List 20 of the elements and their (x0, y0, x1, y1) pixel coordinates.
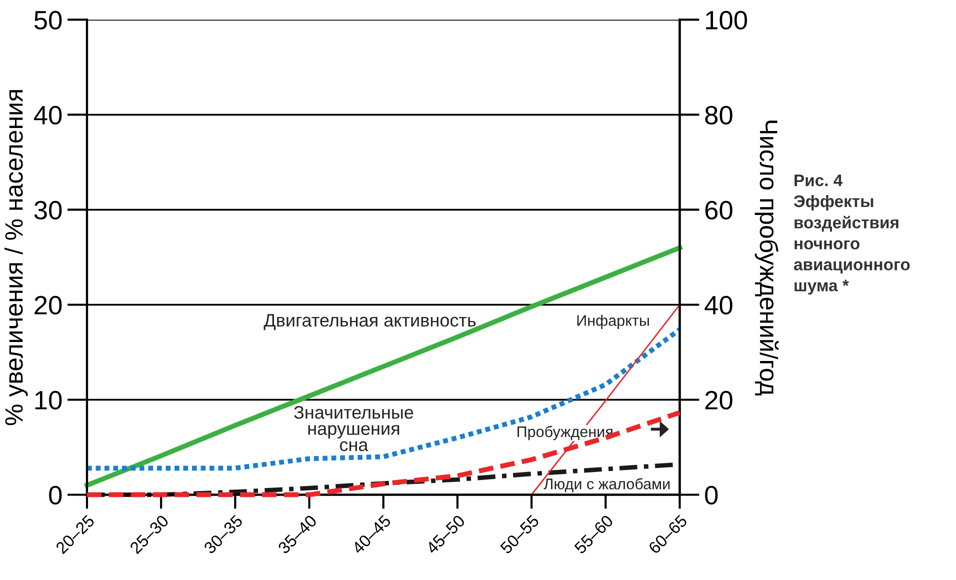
y2-tick-label: 20 (705, 390, 732, 410)
y-tick-label: 40 (34, 106, 62, 125)
y-axis-title: % увеличения / % населения (4, 90, 28, 426)
y-tick-label: 10 (35, 390, 62, 410)
y2-tick-label: 60 (705, 200, 732, 220)
y2-axis-title: Число пробуждений/год (754, 120, 779, 396)
y-tick-label: 50 (34, 10, 62, 30)
series-label: Люди с жалобами (544, 478, 670, 492)
y-tick-label: 20 (34, 296, 62, 315)
series-label: Пробуждения (518, 426, 612, 440)
y2-tick-label: 100 (706, 10, 748, 30)
y2-tick-label: 40 (704, 296, 732, 315)
series-label: Значительные нарушения сна (294, 406, 414, 452)
y-tick-label: 30 (34, 200, 62, 220)
series-label: Инфаркты (577, 314, 649, 329)
text: Рис. 4 Эффекты воздействия ночного авиационного шума * (794, 174, 910, 295)
y-tick-label: 0 (49, 486, 62, 505)
y2-tick-label: 80 (705, 106, 732, 125)
series-label: Двигательная активность (264, 314, 476, 330)
y2-tick-label: 0 (705, 486, 718, 505)
